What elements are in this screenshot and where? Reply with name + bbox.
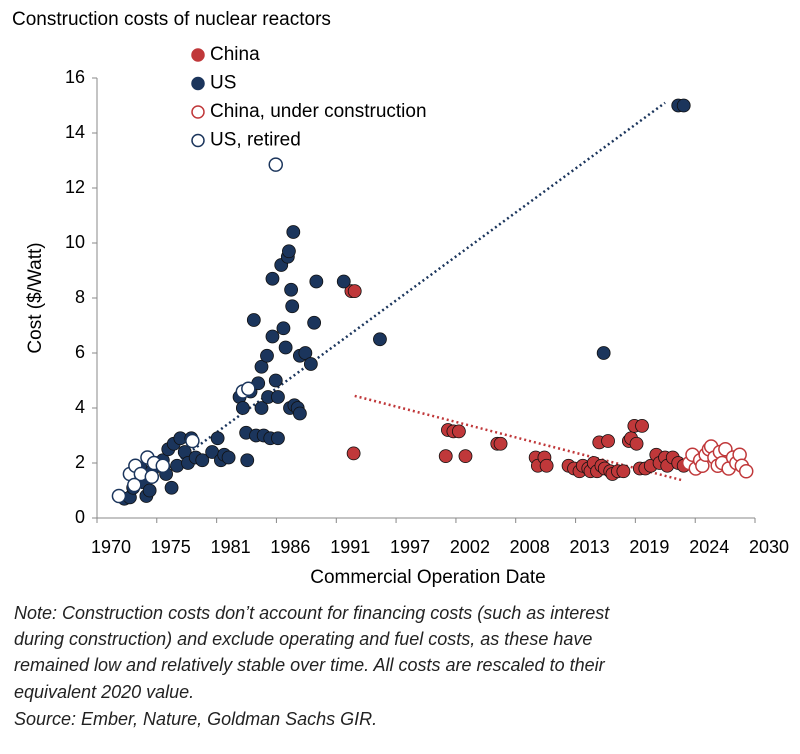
legend-marker [191,76,205,91]
legend-label: US [210,73,236,94]
y-tick-label: 14 [65,122,85,142]
x-tick-label: 2013 [570,537,610,557]
scatter-point [346,446,361,461]
scatter-point [458,449,473,464]
scatter-point [303,357,318,371]
x-tick-label: 1986 [270,537,310,557]
scatter-point [265,329,280,344]
scatter-point [309,274,324,289]
scatter-point [254,359,269,374]
x-tick-label: 2002 [450,537,490,557]
x-tick-label: 1975 [151,537,191,557]
y-tick-label: 8 [75,287,85,307]
y-tick-label: 6 [75,342,85,362]
scatter-point [268,157,284,172]
x-tick-label: 2019 [629,537,669,557]
scatter-point [142,483,157,498]
scatter-point [265,271,280,286]
x-tick-label: 2008 [510,537,550,557]
scatter-point [307,315,322,330]
scatter-point [451,424,466,439]
x-tick-label: 2024 [689,537,729,557]
scatter-point [738,464,754,479]
scatter-point [493,436,508,451]
scatter-point [271,390,285,404]
scatter-point [268,373,283,388]
trend-line [123,101,666,502]
x-tick-label: 1970 [91,537,131,557]
note-line: equivalent 2020 value. [14,682,194,702]
chart-title: Construction costs of nuclear reactors [12,9,331,30]
note-line: remained low and relatively stable over … [14,655,606,675]
legend-marker [191,133,205,148]
y-tick-label: 2 [75,452,85,472]
legend-label: China, under construction [210,101,427,122]
x-tick-label: 1981 [211,537,251,557]
scatter-point [241,381,256,396]
scatter-point [155,458,171,473]
source: Source: Ember, Nature, Goldman Sachs GIR… [14,709,377,729]
x-tick-label: 1991 [330,537,370,557]
scatter-point [676,98,691,113]
scatter-point [596,346,611,360]
scatter-point [284,282,299,297]
x-tick-label: 2030 [749,537,789,557]
scatter-point [276,321,291,336]
legend-label: US, retired [210,130,301,151]
note-line: Note: Construction costs don’t account f… [14,603,610,623]
scatter-point [286,225,301,239]
note-line: during construction) and exclude operati… [14,629,592,649]
y-tick-label: 10 [65,232,85,252]
scatter-point [246,313,261,327]
legend-label: China [210,44,260,65]
y-axis-title: Cost ($/Watt) [25,242,46,353]
scatter-point [185,433,200,449]
scatter-point [254,401,269,415]
scatter-point [144,469,160,484]
scatter-point [260,348,274,363]
scatter-point [210,431,225,446]
scatter-point [629,436,644,451]
scatter-point [539,458,554,473]
scatter-point [347,284,362,299]
scatter-point [195,453,210,468]
x-axis-title: Commercial Operation Date [310,567,545,588]
scatter-point [271,431,285,446]
scatter-point [278,340,293,355]
x-tick-label: 1997 [390,537,430,557]
scatter-point [438,449,453,464]
y-tick-label: 4 [75,397,85,417]
scatter-point [635,418,649,433]
scatter-point [127,477,142,493]
scatter-point [111,488,127,504]
scatter-point [235,401,250,415]
y-tick-label: 16 [65,67,85,87]
scatter-point [292,406,307,421]
legend-marker [191,48,205,62]
scatter-point [221,450,236,465]
scatter-point [616,464,631,479]
scatter-point [282,244,296,259]
scatter-point [601,434,615,448]
scatter-point [298,346,313,360]
scatter-point [164,480,179,495]
scatter-point [373,332,387,347]
scatter-point [240,453,255,468]
scatter-point [336,274,351,289]
legend-marker [191,105,205,119]
y-tick-label: 12 [65,177,85,197]
y-tick-label: 0 [75,507,85,527]
scatter-point [285,299,300,314]
